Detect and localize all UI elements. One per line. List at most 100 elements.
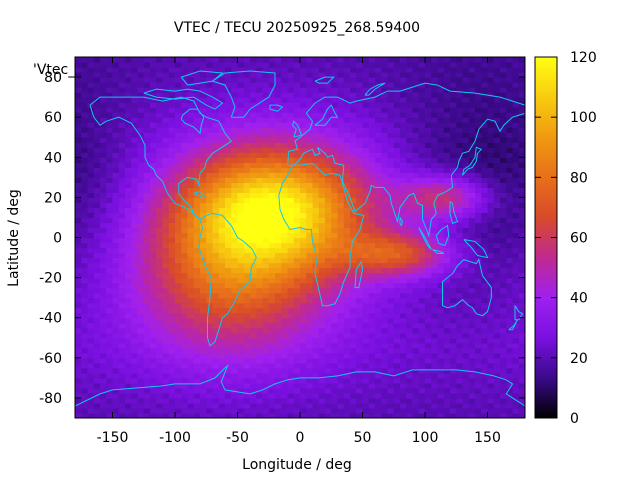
heat-cell: [250, 412, 257, 418]
heat-cell: [112, 152, 120, 158]
heat-cell: [237, 382, 245, 389]
heat-cell: [131, 117, 139, 123]
heat-cell: [387, 107, 395, 113]
heat-cell: [250, 162, 257, 168]
heat-cell: [512, 252, 520, 259]
heat-cell: [312, 142, 320, 148]
heat-cell: [156, 187, 164, 193]
heat-cell: [212, 312, 220, 319]
heat-cell: [93, 252, 101, 259]
heat-cell: [475, 372, 482, 379]
heat-cell: [443, 292, 451, 299]
heat-cell: [93, 372, 101, 379]
heat-cell: [275, 237, 282, 244]
heat-cell: [418, 142, 426, 148]
heat-cell: [431, 162, 439, 168]
heat-cell: [231, 387, 239, 394]
heat-cell: [212, 287, 220, 294]
heat-cell: [518, 317, 525, 324]
heat-cell: [368, 402, 376, 409]
heat-cell: [418, 82, 426, 88]
heat-cell: [212, 162, 220, 168]
heat-cell: [181, 317, 189, 324]
heat-cell: [112, 142, 120, 148]
heat-cell: [481, 242, 489, 249]
heat-cell: [162, 392, 170, 399]
heat-cell: [468, 197, 476, 203]
heat-cell: [293, 277, 301, 284]
heat-cell: [275, 82, 282, 88]
heat-cell: [381, 172, 389, 178]
heat-cell: [206, 112, 214, 118]
heat-cell: [375, 172, 382, 178]
heat-cell: [393, 372, 401, 379]
heat-cell: [418, 197, 426, 203]
heat-cell: [506, 267, 514, 274]
heat-cell: [487, 122, 495, 128]
heat-cell: [225, 287, 232, 294]
heat-cell: [368, 97, 376, 103]
heat-cell: [162, 117, 170, 123]
heat-cell: [118, 152, 126, 158]
heat-cell: [106, 397, 114, 404]
heat-cell: [381, 167, 389, 173]
heat-cell: [431, 347, 439, 354]
heat-cell: [506, 362, 514, 369]
heat-cell: [331, 267, 339, 274]
heat-cell: [368, 112, 376, 118]
heat-cell: [487, 162, 495, 168]
heat-cell: [87, 172, 95, 178]
heat-cell: [306, 222, 314, 229]
heat-cell: [162, 232, 170, 239]
heat-cell: [412, 147, 420, 153]
heat-cell: [243, 187, 251, 193]
heat-cell: [356, 337, 364, 344]
heat-cell: [125, 97, 132, 103]
heat-cell: [425, 97, 432, 103]
heat-cell: [193, 252, 201, 259]
heat-cell: [268, 377, 276, 384]
heat-cell: [168, 292, 176, 299]
heat-cell: [325, 257, 332, 264]
heat-cell: [318, 322, 326, 329]
heat-cell: [518, 102, 525, 108]
heat-cell: [506, 367, 514, 374]
heat-cell: [275, 187, 282, 193]
heat-cell: [493, 287, 501, 294]
heat-cell: [181, 292, 189, 299]
heat-cell: [300, 372, 307, 379]
heat-cell: [262, 232, 270, 239]
heat-cell: [275, 137, 282, 143]
heat-cell: [468, 372, 476, 379]
heat-cell: [293, 297, 301, 304]
heat-cell: [387, 362, 395, 369]
heat-cell: [93, 207, 101, 214]
heat-cell: [256, 152, 264, 158]
heat-cell: [356, 147, 364, 153]
heat-cell: [487, 212, 495, 219]
heat-cell: [343, 227, 351, 234]
heat-cell: [256, 122, 264, 128]
heat-cell: [175, 137, 182, 143]
heat-cell: [112, 172, 120, 178]
heat-cell: [350, 397, 357, 404]
heat-cell: [362, 132, 370, 138]
chart-title: VTEC / TECU 20250925_268.59400: [174, 20, 420, 36]
heat-cell: [350, 322, 357, 329]
heat-cell: [112, 287, 120, 294]
heat-cell: [243, 342, 251, 349]
heat-cell: [493, 212, 501, 219]
heat-cell: [500, 187, 507, 193]
heat-cell: [431, 362, 439, 369]
heat-cell: [356, 322, 364, 329]
heat-cell: [437, 367, 445, 374]
heat-cell: [112, 352, 120, 359]
heat-cell: [156, 142, 164, 148]
heat-cell: [456, 182, 464, 188]
heat-cell: [243, 132, 251, 138]
heat-cell: [362, 277, 370, 284]
heat-cell: [325, 197, 332, 203]
heat-cell: [431, 287, 439, 294]
heat-cell: [231, 407, 239, 414]
heat-cell: [412, 287, 420, 294]
